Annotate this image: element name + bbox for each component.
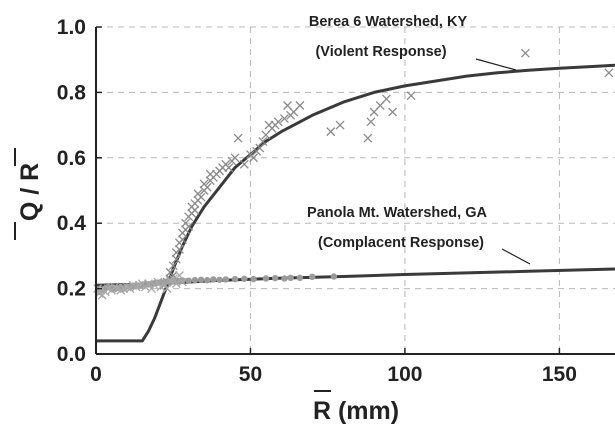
annotation-panola: Panola Mt. Watershed, GA (Complacent Res… [307,205,531,265]
data-point [381,94,391,104]
data-point [178,235,187,245]
data-point [363,133,373,143]
annotation-berea-line2: (Violent Response) [315,44,446,60]
data-point [96,285,106,295]
annotation-berea-line1: Berea 6 Watershed, KY [309,14,468,30]
x-tick-label-0: 0 [90,363,102,386]
annotation-panola-line1: Panola Mt. Watershed, GA [307,205,487,221]
data-point [191,276,199,284]
annotation-berea: Berea 6 Watershed, KY (Violent Response) [309,14,517,71]
data-point [366,117,376,127]
y-tick-label-5: 1.0 [57,16,86,39]
x-tick-label-1: 50 [239,363,262,386]
data-point [184,222,194,231]
data-point [185,277,192,284]
x-tick-label-2: 100 [387,363,422,386]
data-point [196,192,206,202]
data-point [197,276,205,283]
data-point [239,159,249,169]
grid-lines [96,26,615,354]
y-tick-label-4: 0.8 [57,81,87,104]
data-point [179,277,186,284]
data-point [296,274,304,282]
data-point [250,275,257,283]
annotation-panola-leader [501,248,531,265]
data-point [271,274,279,282]
data-point [174,244,184,254]
data-point [330,273,338,280]
annotation-panola-line2: (Complacent Response) [318,235,484,251]
series-0 [159,48,614,290]
data-point [295,101,305,110]
y-tick-label-2: 0.4 [57,212,87,235]
data-point [279,114,289,124]
data-point [604,68,614,78]
data-point [224,163,234,173]
data-point [406,91,416,101]
data-point [287,274,294,282]
y-tick-label-1: 0.2 [57,278,86,301]
data-point [162,284,172,294]
data-point [202,182,212,192]
data-point [231,275,239,283]
y-axis-title: Q / R [16,163,44,221]
data-point [309,273,316,281]
data-point [249,153,259,163]
data-point [388,107,398,117]
axes [95,26,615,355]
data-point [222,276,229,283]
x-axis-title: R (mm) [313,397,399,425]
data-point [262,275,270,282]
data-point [233,133,243,143]
tick-labels: 0 50 100 150 0.0 0.2 0.4 0.6 0.8 1.0 [57,16,577,386]
data-point [190,205,200,215]
data-point [216,276,223,283]
data-point [171,254,181,264]
data-point [281,275,288,282]
series-2 [93,271,187,300]
annotation-berea-leader [475,58,517,71]
data-point [168,274,178,284]
data-point [168,261,178,271]
data-point [326,127,336,137]
data-point [255,143,265,153]
x-axis-title-text: R (mm) [313,397,399,425]
data-point [178,277,187,287]
data-point [258,136,268,146]
fit-curves [95,63,615,343]
data-point [230,153,240,163]
x-tick-label-3: 150 [542,363,577,386]
data-markers [93,48,614,300]
data-point [520,48,530,58]
y-axis-title-group: Q / R [14,148,44,240]
fit-curve-0 [96,63,615,343]
data-point [273,117,283,127]
y-tick-label-3: 0.6 [57,147,86,170]
data-point [174,271,184,280]
y-tick-label-0: 0.0 [57,343,86,366]
data-point [159,279,169,289]
data-point [210,276,217,283]
data-point [335,120,345,130]
data-point [204,276,211,284]
data-point [241,275,248,282]
